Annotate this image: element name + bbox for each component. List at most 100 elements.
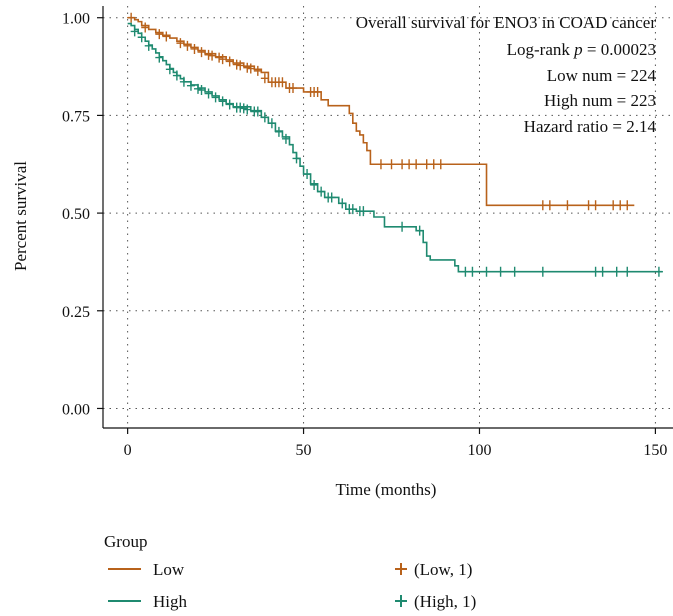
y-tick-label: 0.75 [62,108,90,125]
censor-mark-low [412,159,421,170]
censor-mark-high [538,266,547,277]
x-axis-title: Time (months) [336,480,437,499]
censor-mark-high [281,133,290,144]
censor-mark-low [387,159,396,170]
legend-censor-low-mark [395,563,407,575]
censor-mark-high [204,88,213,99]
legend-label-high: High [153,592,188,611]
censor-mark-low [289,83,297,94]
censor-mark-low [176,38,185,49]
censor-mark-low [183,40,192,51]
censor-mark-low [218,54,227,65]
censor-mark-low [616,200,625,211]
censor-mark-low [127,12,136,23]
censor-mark-high [591,266,600,277]
censor-mark-low [232,59,241,70]
y-tick-label: 1.00 [62,11,90,28]
legend-censor-high-label: (High, 1) [414,592,476,611]
censor-mark-high [267,118,276,129]
survival-curve-high [127,22,663,273]
censor-mark-high [598,266,607,277]
censor-mark-low [215,52,224,63]
censor-mark-low [422,159,431,170]
censor-mark-high [194,83,202,94]
censor-mark-high [253,106,262,117]
censor-mark-low [155,29,164,40]
censor-mark-high [348,204,357,215]
censor-mark-low [190,43,199,54]
censor-mark-low [278,77,287,88]
censor-mark-low [260,73,269,84]
censor-mark-high [172,70,181,81]
censor-mark-low [197,47,206,58]
legend-title: Group [104,532,147,551]
censor-mark-low [236,60,245,71]
censor-mark-high [510,266,519,277]
censor-mark-low [253,65,262,76]
censor-mark-high [482,266,491,277]
censor-mark-high [144,40,153,51]
censor-mark-high [359,206,368,217]
x-tick-label: 100 [467,442,491,459]
annotation-block: Overall survival for ENO3 in COAD cancer… [356,13,657,136]
legend-label-low: Low [153,560,185,579]
censor-mark-low [405,159,414,170]
x-tick-label: 0 [124,442,132,459]
censor-mark-low [141,22,150,33]
y-tick-label: 0.50 [62,206,90,223]
high-num-annotation: High num = 223 [544,91,656,110]
legend-censor-high-mark [395,595,407,607]
censor-mark-low [204,49,213,60]
censor-mark-high [137,32,146,43]
censor-mark-high [239,103,248,114]
censor-mark-low [208,50,217,61]
censor-mark-high [165,64,174,75]
legend-censor-low-label: (Low, 1) [414,560,472,579]
censor-mark-high [327,192,336,203]
censor-mark-high [197,85,206,96]
censor-mark-high [130,26,139,37]
censor-mark-low [225,56,234,67]
censor-mark-high [496,266,505,277]
grid-layer [103,6,673,428]
censor-mark-low [563,200,572,211]
censor-mark-high [211,92,220,103]
censor-mark-high [155,52,164,63]
censor-mark-low [243,62,252,73]
censor-mark-high [461,266,470,277]
censor-mark-low [545,200,554,211]
logrank-annotation: Log-rank p = 0.00023 [507,40,656,59]
censor-mark-high [612,266,621,277]
low-num-annotation: Low num = 224 [547,66,657,85]
y-tick-label: 0.25 [62,304,90,321]
censor-mark-low [538,200,547,211]
censor-mark-low [609,200,618,211]
censor-mark-high [338,198,347,209]
censor-mark-high [468,266,477,277]
axes-layer: 0.00 0.25 0.50 0.75 1.00 0 50 100 150 [62,6,673,459]
series-layer [127,12,663,277]
censor-mark-high [236,102,245,113]
censor-mark-high [292,153,301,164]
censor-mark-low [313,86,322,97]
censor-mark-high [179,76,188,87]
censor-mark-high [623,266,632,277]
chart-title: Overall survival for ENO3 in COAD cancer [356,13,657,32]
censor-mark-high [317,186,326,197]
censor-mark-high [243,104,252,115]
censor-mark-high [303,169,312,180]
censor-mark-low [398,159,407,170]
censor-mark-high [310,179,319,190]
censor-mark-low [429,159,438,170]
censor-mark-low [436,159,445,170]
censor-mark-high [274,126,283,137]
censor-mark-low [591,200,600,211]
censor-mark-high [398,221,407,232]
censor-mark-high [654,266,663,277]
censor-mark-low [246,63,255,74]
y-axis-title: Percent survival [11,161,30,271]
censor-mark-high [260,112,269,123]
censor-mark-low [584,200,593,211]
hazard-ratio-annotation: Hazard ratio = 2.14 [524,117,657,136]
